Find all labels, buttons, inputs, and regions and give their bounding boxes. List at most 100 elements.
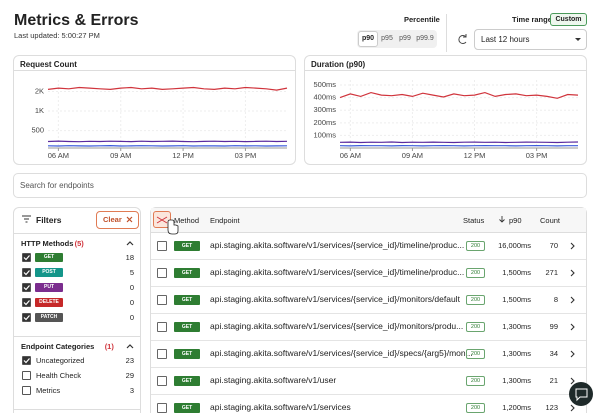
- count-value: 21: [549, 376, 558, 385]
- status-badge: 200: [466, 403, 485, 413]
- status-badge: 200: [466, 376, 485, 386]
- chart-title: Request Count: [20, 60, 77, 69]
- custom-badge[interactable]: Custom: [550, 13, 587, 26]
- page-title: Metrics & Errors: [14, 12, 139, 29]
- filter-count: 0: [129, 313, 134, 322]
- chat-button[interactable]: [569, 382, 593, 406]
- section-count: (1): [104, 342, 114, 351]
- section-title: Endpoint Categories: [21, 342, 95, 351]
- p90-value: 1,300ms: [502, 322, 531, 331]
- table-row[interactable]: [151, 233, 586, 260]
- table-row[interactable]: [151, 341, 586, 368]
- column-header[interactable]: p90: [509, 216, 522, 225]
- method-badge: GET: [174, 322, 200, 332]
- row-checkbox[interactable]: [157, 349, 167, 359]
- row-checkbox[interactable]: [157, 403, 167, 413]
- endpoint: api.staging.akita.software/v1/services/{…: [210, 321, 464, 331]
- method-badge: PATCH: [35, 313, 63, 322]
- filters-panel: [13, 207, 141, 413]
- filter-count: 5: [129, 268, 134, 277]
- table-row[interactable]: [151, 368, 586, 395]
- row-checkbox[interactable]: [157, 376, 167, 386]
- status-badge: 200: [466, 295, 485, 305]
- checkbox[interactable]: [22, 253, 31, 262]
- percentile-option[interactable]: p99: [399, 35, 411, 42]
- p90-value: 1,500ms: [502, 268, 531, 277]
- select-all-checkbox[interactable]: [153, 211, 171, 228]
- count-value: 70: [549, 241, 558, 250]
- table-row[interactable]: [151, 287, 586, 314]
- p90-value: 1,300ms: [502, 376, 531, 385]
- search-box[interactable]: [13, 173, 587, 198]
- method-badge: GET: [174, 376, 200, 386]
- card-divider: [304, 70, 587, 71]
- checkbox[interactable]: [22, 371, 31, 380]
- method-badge: DELETE: [35, 298, 63, 307]
- status-badge: 200: [466, 349, 485, 359]
- filter-count: 29: [125, 371, 134, 380]
- section-title: HTTP Methods: [21, 239, 74, 248]
- endpoint: api.staging.akita.software/v1/services/{…: [210, 267, 465, 277]
- search-placeholder: Search for endpoints: [20, 181, 94, 190]
- section-divider: [13, 336, 141, 337]
- table-row[interactable]: [151, 260, 586, 287]
- column-header[interactable]: Method: [174, 216, 200, 225]
- column-header[interactable]: Count: [540, 216, 561, 225]
- filter-label: Uncategorized: [36, 356, 85, 365]
- endpoint: api.staging.akita.software/v1/services/{…: [210, 294, 460, 304]
- column-header[interactable]: Endpoint: [210, 216, 240, 225]
- chart-title: Duration (p90): [311, 60, 366, 69]
- section-divider: [13, 233, 141, 234]
- p90-value: 1,200ms: [502, 403, 531, 412]
- time-range-value: Last 12 hours: [481, 35, 530, 44]
- percentile-option[interactable]: p99.9: [416, 35, 434, 42]
- clear-button[interactable]: [96, 211, 139, 229]
- method-badge: GET: [174, 349, 200, 359]
- percentile-option[interactable]: p90: [358, 31, 378, 47]
- method-badge: GET: [174, 268, 200, 278]
- checkbox[interactable]: [22, 283, 31, 292]
- column-header[interactable]: Status: [463, 216, 485, 225]
- p90-value: 16,000ms: [498, 241, 531, 250]
- count-value: 99: [549, 322, 558, 331]
- row-checkbox[interactable]: [157, 295, 167, 305]
- row-checkbox[interactable]: [157, 322, 167, 332]
- filter-label: Health Check: [36, 371, 82, 380]
- filter-count: 3: [129, 386, 134, 395]
- checkbox[interactable]: [22, 356, 31, 365]
- checkbox[interactable]: [22, 268, 31, 277]
- count-value: 123: [545, 403, 558, 412]
- row-checkbox[interactable]: [157, 268, 167, 278]
- row-checkbox[interactable]: [157, 241, 167, 251]
- method-badge: GET: [174, 403, 200, 413]
- table-row[interactable]: [151, 314, 586, 341]
- checkbox[interactable]: [22, 298, 31, 307]
- endpoint: api.staging.akita.software/v1/services/{…: [210, 240, 465, 250]
- time-range-label: Time range: [512, 15, 552, 24]
- filter-count: 18: [125, 253, 134, 262]
- method-badge: GET: [35, 253, 63, 262]
- endpoint: api.staging.akita.software/v1/services/{…: [210, 348, 473, 358]
- endpoint: api.staging.akita.software/v1/user: [210, 375, 337, 385]
- chart-card: [13, 55, 296, 165]
- percentile-label: Percentile: [404, 15, 440, 24]
- count-value: 8: [553, 295, 558, 304]
- percentile-option[interactable]: p95: [381, 35, 393, 42]
- refresh-button[interactable]: [455, 32, 469, 46]
- count-value: 271: [545, 268, 558, 277]
- endpoint: api.staging.akita.software/v1/services: [210, 402, 351, 412]
- section-divider: [13, 409, 141, 410]
- method-badge: PUT: [35, 283, 63, 292]
- checkbox[interactable]: [22, 313, 31, 322]
- checkbox[interactable]: [22, 386, 31, 395]
- filter-label: Metrics: [36, 386, 61, 395]
- method-badge: GET: [174, 295, 200, 305]
- header-row: [151, 208, 586, 233]
- divider: [446, 14, 447, 52]
- section-count: (5): [74, 239, 84, 248]
- time-range-select[interactable]: [474, 29, 587, 50]
- percentile-toggle: p90 p95 p99 p99.9: [357, 30, 437, 48]
- method-badge: GET: [174, 241, 200, 251]
- method-badge: POST: [35, 268, 63, 277]
